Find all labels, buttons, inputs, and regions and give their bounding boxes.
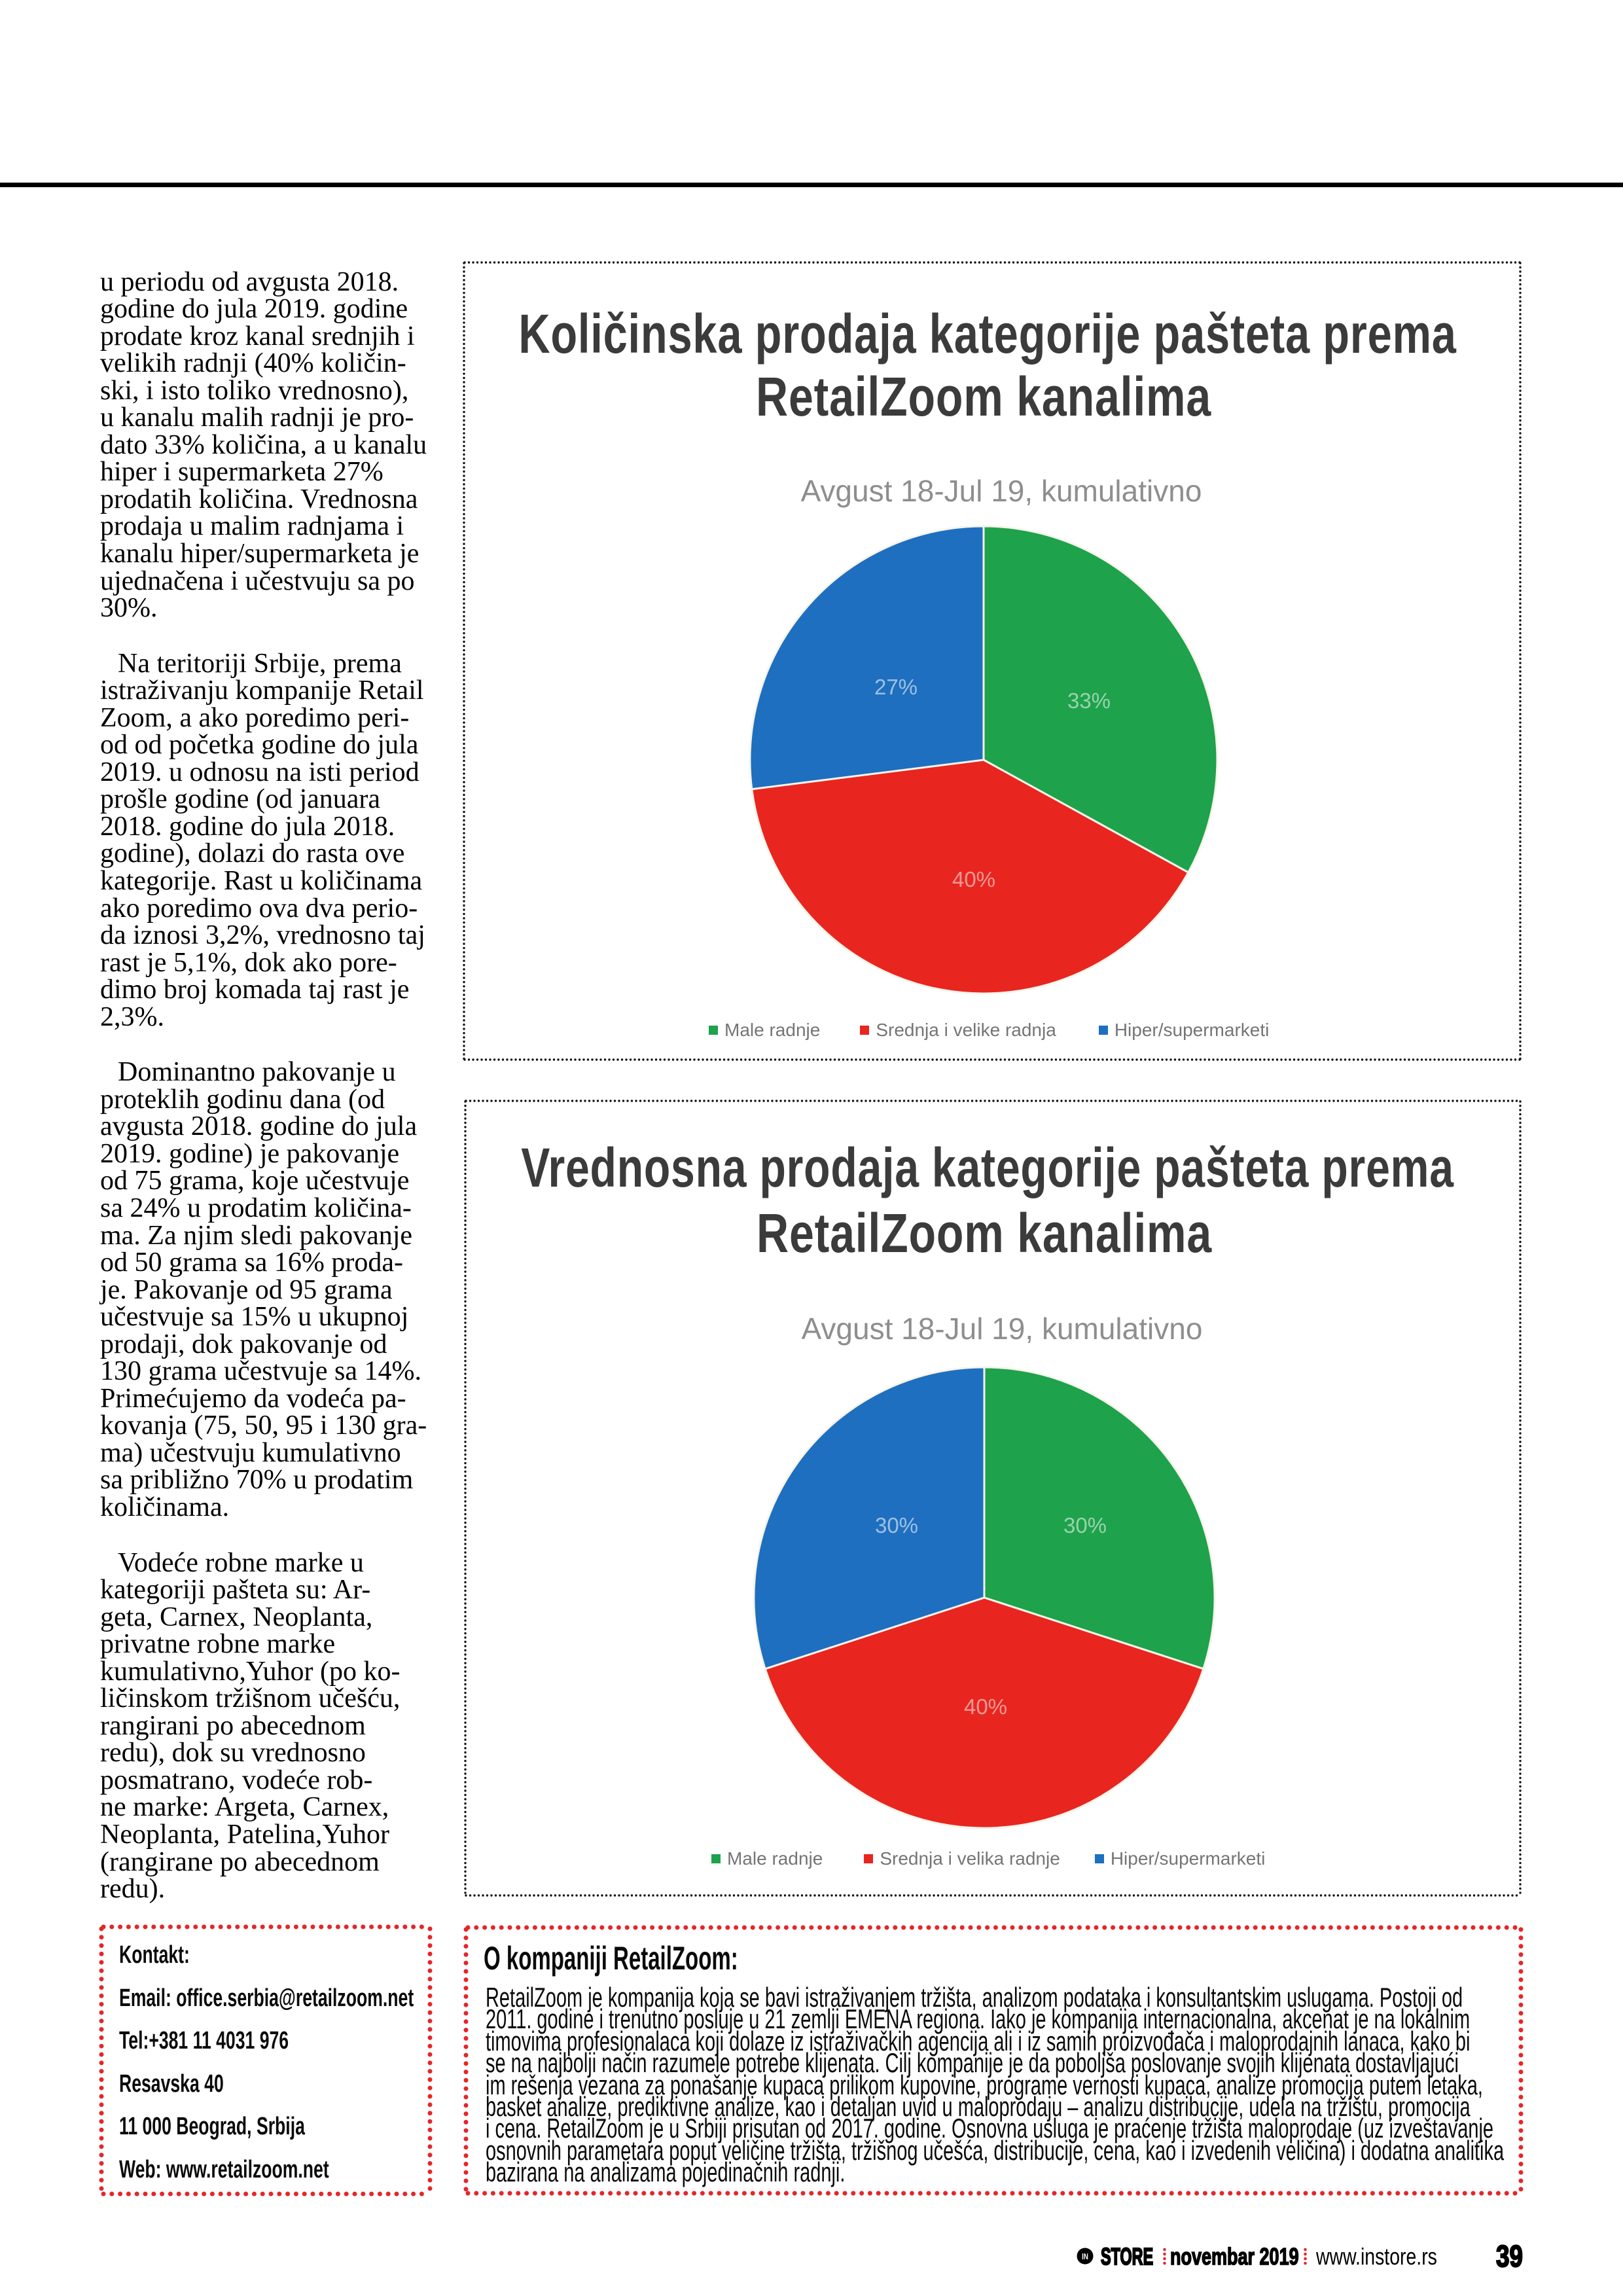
svg-text:IN: IN: [1082, 2253, 1088, 2262]
